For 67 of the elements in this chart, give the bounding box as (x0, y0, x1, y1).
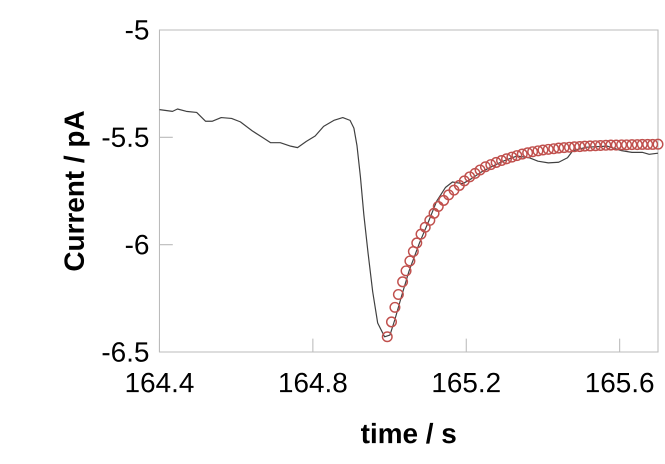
y-tick-label: -6.5 (102, 342, 148, 362)
point (584, 140, 596, 152)
line-series (159, 108, 658, 338)
point (404, 255, 416, 266)
point (470, 168, 481, 179)
point (454, 180, 465, 191)
point (392, 288, 404, 300)
point (558, 142, 570, 154)
point (397, 276, 408, 288)
point (382, 331, 393, 342)
point (389, 302, 400, 313)
point (605, 140, 616, 151)
point (532, 145, 544, 156)
point (522, 147, 534, 158)
point (496, 155, 508, 166)
point (432, 200, 444, 212)
point (579, 140, 590, 152)
point (458, 175, 470, 186)
point (636, 138, 648, 150)
y-tick-label: -5.5 (102, 128, 148, 148)
point (548, 143, 560, 154)
point (408, 246, 419, 258)
y-tick-label: -5 (126, 20, 148, 40)
point (443, 189, 454, 200)
point (448, 184, 460, 196)
point (501, 153, 512, 164)
point (438, 194, 450, 206)
point (411, 237, 422, 248)
point (537, 144, 548, 156)
point (590, 140, 602, 152)
point (490, 156, 502, 168)
x-tick-label: 165.6 (586, 372, 654, 392)
point (610, 140, 622, 151)
point (464, 171, 476, 182)
point (480, 161, 491, 172)
point (516, 148, 528, 160)
point (527, 146, 538, 158)
point (416, 228, 427, 240)
point (386, 316, 397, 328)
x-tick-label: 164.8 (280, 372, 347, 392)
point (420, 222, 431, 233)
point (474, 164, 486, 176)
point (511, 150, 522, 162)
point (553, 142, 564, 154)
point (600, 140, 612, 151)
point (428, 208, 440, 219)
point (568, 141, 580, 152)
y-axis-title: Current / pA (64, 111, 90, 270)
point (400, 265, 412, 276)
point (506, 152, 518, 163)
point (616, 139, 628, 150)
x-axis-title: time / s (361, 422, 456, 444)
x-tick-label: 165.2 (433, 372, 500, 392)
point (485, 159, 496, 170)
point (647, 138, 658, 150)
y-tick-label: -6 (126, 234, 148, 255)
point (424, 214, 436, 226)
point (621, 139, 632, 150)
point (632, 139, 643, 150)
point (564, 142, 575, 153)
point (626, 139, 638, 150)
point (652, 138, 664, 150)
x-tick-label: 164.4 (126, 372, 194, 392)
point (574, 141, 586, 152)
point (642, 138, 654, 150)
point (594, 140, 606, 151)
point (542, 144, 554, 155)
